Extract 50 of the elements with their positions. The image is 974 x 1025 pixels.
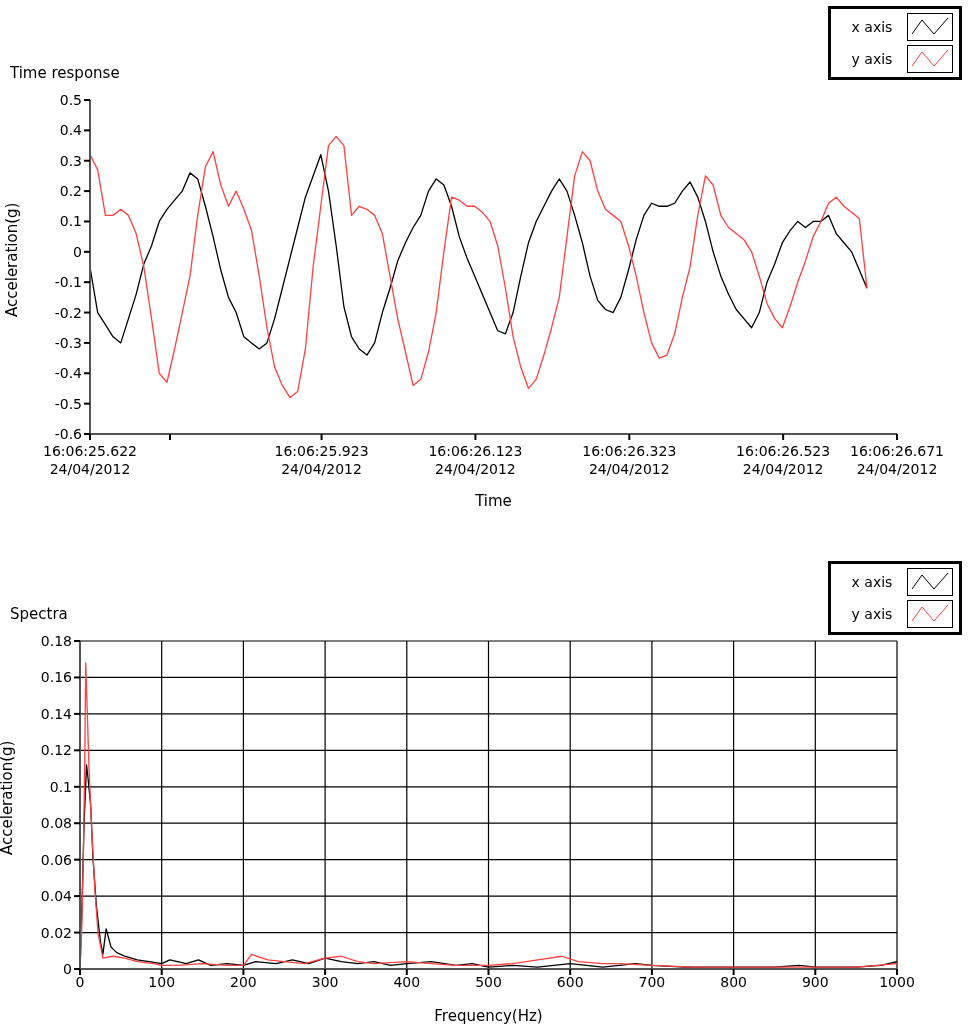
y-tick-label: -0.1 [54, 274, 82, 291]
y-tick-label: 0.02 [40, 924, 72, 941]
x-tick-label: 1000 [879, 973, 915, 990]
y-tick-label: 0.04 [40, 888, 73, 905]
y-axis-title: Acceleration(g) [3, 202, 22, 317]
y-tick-label: -0.5 [54, 395, 82, 412]
y-tick-label: -0.4 [54, 365, 83, 382]
x-tick-label: 16:06:26.523 24/04/2012 [736, 443, 831, 477]
y-tick-label: 0.16 [40, 669, 73, 686]
y-tick-label: -0.2 [54, 304, 82, 321]
legend-label: y axis [850, 51, 894, 67]
chart-title: Spectra [10, 605, 68, 623]
x-tick-label: 16:06:26.671 24/04/2012 [849, 443, 945, 477]
y-tick-label: 0.18 [40, 632, 72, 649]
y-tick-label: 0.14 [40, 705, 73, 722]
legend-label: x axis [850, 19, 894, 35]
y-axis-title: Acceleration(g) [0, 740, 17, 855]
x-tick-label: 400 [393, 973, 421, 990]
y-tick-label: 0.4 [59, 122, 83, 139]
x-tick-label: 900 [801, 973, 829, 990]
x-tick-label: 600 [556, 973, 584, 990]
legend-label: x axis [850, 574, 894, 590]
x-tick-label: 800 [720, 973, 747, 990]
x-tick-label: 700 [638, 973, 666, 990]
y-tick-label: -0.6 [54, 425, 83, 442]
x-axis-title: Time [474, 492, 512, 510]
legend-label: y axis [850, 606, 894, 622]
line-series [90, 135, 868, 399]
y-tick-label: 0.5 [59, 91, 82, 108]
y-tick-label: 0.1 [59, 213, 82, 230]
y-tick-label: 0 [73, 243, 82, 260]
x-tick-label: 16:06:26.323 24/04/2012 [582, 443, 677, 477]
y-tick-label: 0.1 [49, 778, 72, 795]
x-tick-label: 100 [148, 973, 176, 990]
y-tick-label: 0 [63, 960, 72, 977]
x-tick-label: 16:06:25.622 24/04/2012 [42, 443, 138, 477]
chart-title: Time response [10, 64, 120, 82]
y-tick-label: 0.3 [59, 152, 82, 169]
x-axis-title: Frequency(Hz) [434, 1007, 543, 1025]
x-tick-label: 200 [230, 973, 257, 990]
x-tick-label: 300 [311, 973, 339, 990]
x-tick-label: 16:06:25.923 24/04/2012 [274, 443, 369, 477]
y-tick-label: 0.06 [40, 851, 73, 868]
y-tick-label: -0.3 [54, 334, 82, 351]
x-tick-label: 500 [475, 973, 502, 990]
x-tick-label: 16:06:26.123 24/04/2012 [428, 443, 523, 477]
y-tick-label: 0.08 [40, 815, 72, 832]
line-series [90, 154, 868, 356]
y-tick-label: 0.12 [40, 742, 72, 759]
y-tick-label: 0.2 [59, 183, 82, 200]
